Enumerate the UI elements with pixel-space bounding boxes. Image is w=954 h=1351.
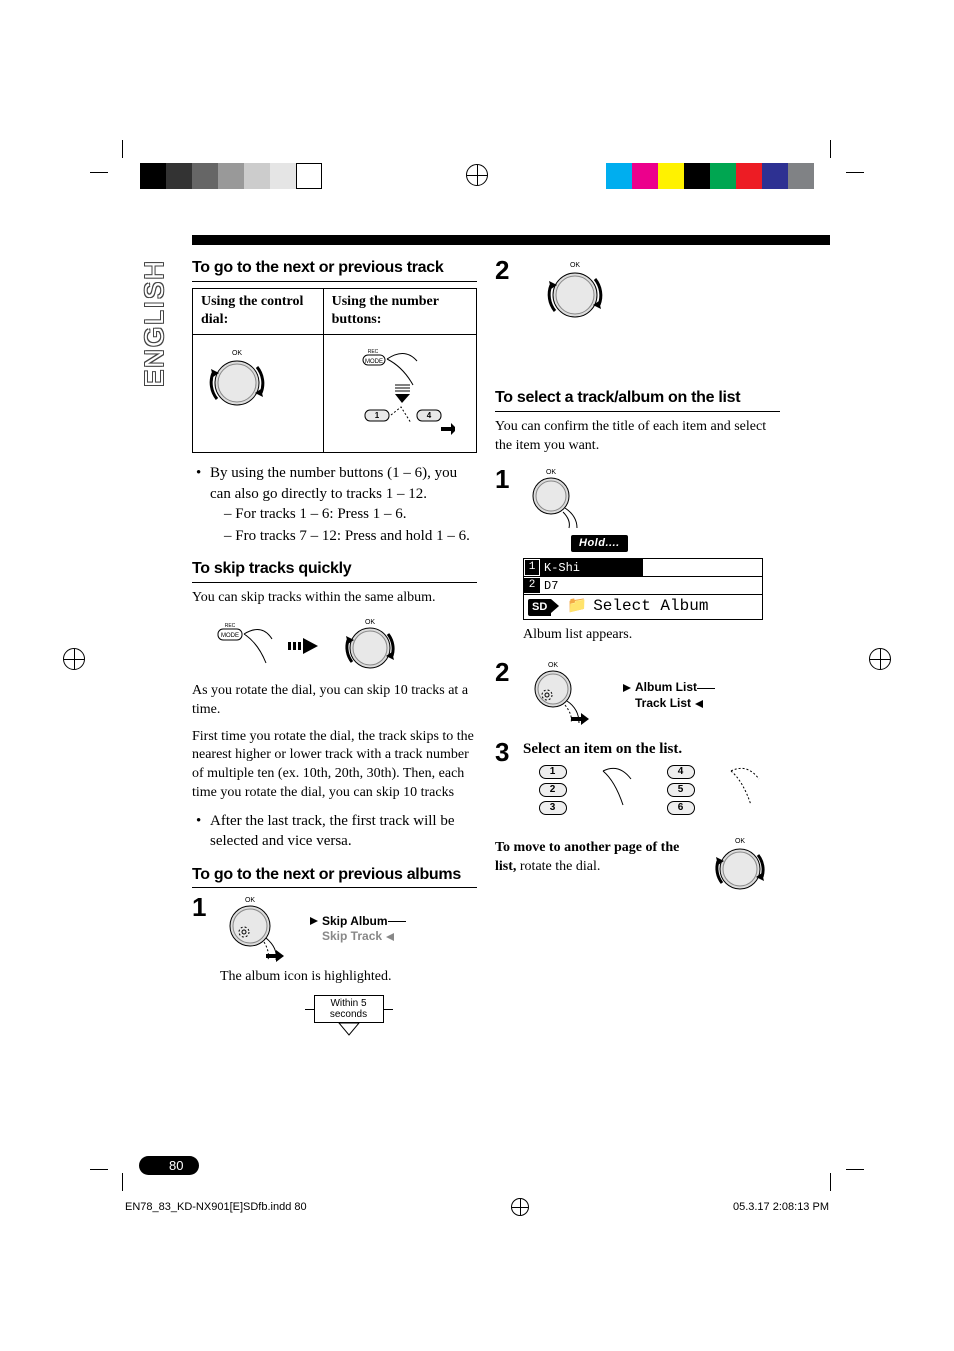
grayscale-bar — [140, 163, 322, 189]
svg-text:OK: OK — [365, 619, 375, 626]
skip-bullet: After the last track, the first track wi… — [196, 811, 477, 852]
step-2b-figure: OK Album List Track List — [523, 659, 780, 733]
album-list-appears: Album list appears. — [523, 626, 780, 645]
right-column: 2 OK To select a track/album on the list… — [495, 257, 780, 905]
registration-mark-icon — [63, 648, 85, 670]
svg-text:OK: OK — [548, 662, 558, 669]
footer-filename: EN78_83_KD-NX901[E]SDfb.indd 80 — [125, 1201, 307, 1213]
num-btn-3: 3 — [539, 801, 567, 815]
page-content: ENGLISH To go to the next or previous tr… — [125, 235, 830, 1175]
svg-text:MODE: MODE — [365, 359, 383, 365]
skip-p2: First time you rotate the dial, the trac… — [192, 728, 477, 804]
move-page-text: To move to another page of the list, rot… — [495, 839, 686, 877]
registration-mark-icon — [466, 164, 488, 186]
color-bar — [606, 163, 814, 189]
lcd-item-2: D7 — [540, 578, 558, 594]
dial-push-icon: OK — [220, 894, 300, 964]
crop-mark-icon — [816, 1155, 846, 1185]
skip-p1: As you rotate the dial, you can skip 10 … — [192, 682, 477, 720]
step-1-number: 1 — [192, 894, 210, 920]
within-5s-box: Within 5 seconds — [220, 995, 477, 1037]
header-rule — [192, 235, 830, 245]
album-list-label: Album List — [635, 680, 697, 694]
sub-tracks-7-12: – Fro tracks 7 – 12: Press and hold 1 – … — [224, 526, 477, 546]
svg-text:OK: OK — [735, 838, 745, 845]
language-tab: ENGLISH — [139, 259, 170, 387]
album-icon-note: The album icon is highlighted. — [220, 968, 477, 987]
hand-press-dotted-icon — [725, 765, 765, 815]
num-btn-2: 2 — [539, 783, 567, 797]
crop-mark-icon — [108, 1155, 138, 1185]
page-number: 80 — [139, 1156, 199, 1175]
cell-buttons: REC MODE 1 4 — [323, 335, 476, 453]
num-btn-5: 5 — [667, 783, 695, 797]
lcd-item-1: K-Shi — [540, 560, 580, 576]
num-btn-1: 1 — [539, 765, 567, 779]
lcd-bottom-text: Select Album — [593, 596, 708, 618]
number-button-grid: 1 2 3 4 5 6 — [523, 765, 780, 815]
registration-mark-icon — [869, 648, 891, 670]
skip-track-label: Skip Track — [322, 929, 382, 943]
cell-dial: OK — [193, 335, 324, 453]
control-dial-icon: OK — [523, 257, 623, 337]
skip-figure: REC MODE OK — [208, 616, 477, 676]
num-btn-4: 4 — [667, 765, 695, 779]
heading-next-prev-track: To go to the next or previous track — [192, 257, 477, 282]
mode-button-icon: REC MODE — [208, 619, 278, 673]
bullet-number-buttons: By using the number buttons (1 – 6), you… — [196, 463, 477, 546]
number-buttons-icon: REC MODE 1 4 — [345, 345, 455, 435]
print-footer: EN78_83_KD-NX901[E]SDfb.indd 80 05.3.17 … — [125, 1198, 829, 1216]
svg-text:REC: REC — [368, 349, 379, 355]
svg-text:OK: OK — [232, 350, 242, 357]
control-dial-icon: OK — [328, 616, 408, 676]
hand-press-icon — [597, 765, 637, 815]
control-dial-icon: OK — [197, 345, 277, 415]
sd-badge: SD — [528, 599, 551, 616]
step-3-number: 3 — [495, 739, 513, 765]
control-dial-icon: OK — [700, 835, 780, 905]
select-intro: You can confirm the title of each item a… — [495, 418, 780, 456]
dial-hold-icon: OK — [523, 466, 643, 540]
heading-next-prev-album: To go to the next or previous albums — [192, 864, 477, 889]
th-dial: Using the control dial: — [193, 288, 324, 335]
skip-intro: You can skip tracks within the same albu… — [192, 589, 477, 608]
control-methods-table: Using the control dial: Using the number… — [192, 288, 477, 454]
lcd-display: 1 K-Shi 2 D7 SD — [523, 558, 763, 620]
svg-text:OK: OK — [570, 262, 580, 269]
left-column: To go to the next or previous track Usin… — [192, 257, 477, 1043]
svg-text:REC: REC — [225, 623, 236, 629]
dial-push-icon: OK — [523, 659, 613, 733]
step-2-number: 2 — [495, 257, 513, 283]
sub-tracks-1-6: – For tracks 1 – 6: Press 1 – 6. — [224, 504, 477, 524]
svg-text:4: 4 — [427, 411, 432, 420]
skip-album-label: Skip Album — [322, 914, 388, 928]
step-1b-number: 1 — [495, 466, 513, 492]
registration-mark-icon — [511, 1198, 529, 1216]
step-2b-number: 2 — [495, 659, 513, 685]
hold-pill: Hold.... — [571, 535, 628, 552]
svg-text:OK: OK — [546, 469, 556, 476]
arrow-right-icon — [288, 634, 318, 658]
heading-select-list: To select a track/album on the list — [495, 387, 780, 412]
svg-text:OK: OK — [245, 897, 255, 904]
svg-text:MODE: MODE — [221, 633, 239, 639]
th-buttons: Using the number buttons: — [323, 288, 476, 335]
step-1-figure: OK Skip Album Skip Track — [220, 894, 477, 964]
track-list-label: Track List — [635, 696, 691, 710]
heading-skip-quickly: To skip tracks quickly — [192, 558, 477, 583]
footer-timestamp: 05.3.17 2:08:13 PM — [733, 1201, 829, 1213]
num-btn-6: 6 — [667, 801, 695, 815]
step-3-text: Select an item on the list. — [523, 739, 780, 759]
svg-text:1: 1 — [375, 411, 380, 420]
